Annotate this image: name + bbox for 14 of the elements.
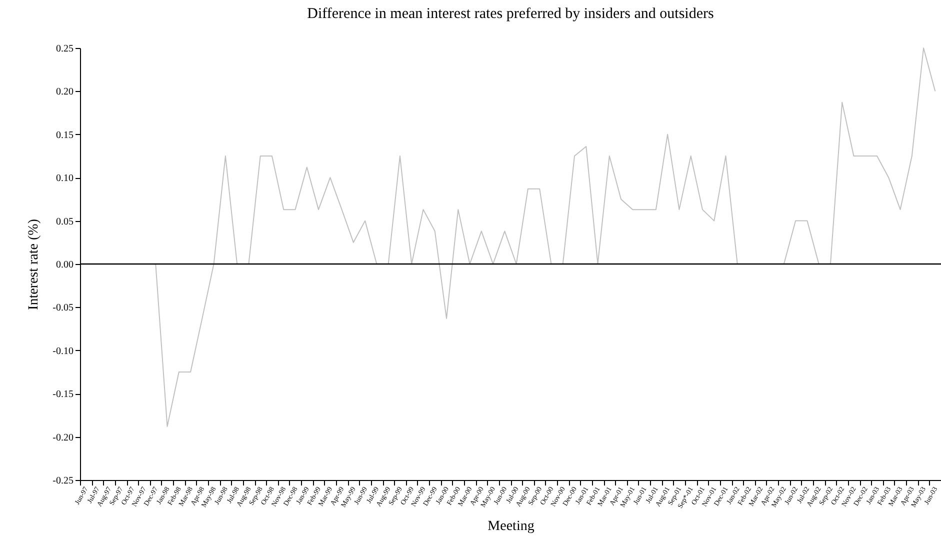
chart-title: Difference in mean interest rates preferred by insiders and outsiders [307,6,714,22]
y-tick-label: -0.05 [52,302,74,314]
y-tick-label: 0.05 [56,216,74,228]
y-tick-label: 0.00 [56,260,74,270]
y-tick-label: -0.15 [52,389,74,400]
y-tick-label: -0.20 [52,432,74,444]
y-tick-label: -0.25 [52,476,74,486]
y-tick-label: 0.25 [56,44,74,54]
y-tick-label: -0.10 [52,346,74,357]
y-tick-label: 0.10 [56,173,74,184]
y-tick-label: 0.20 [56,86,74,98]
x-axis-title: Meeting [488,519,534,534]
y-axis-title: Interest rate (%) [26,218,42,310]
y-tick-label: 0.15 [56,130,74,141]
